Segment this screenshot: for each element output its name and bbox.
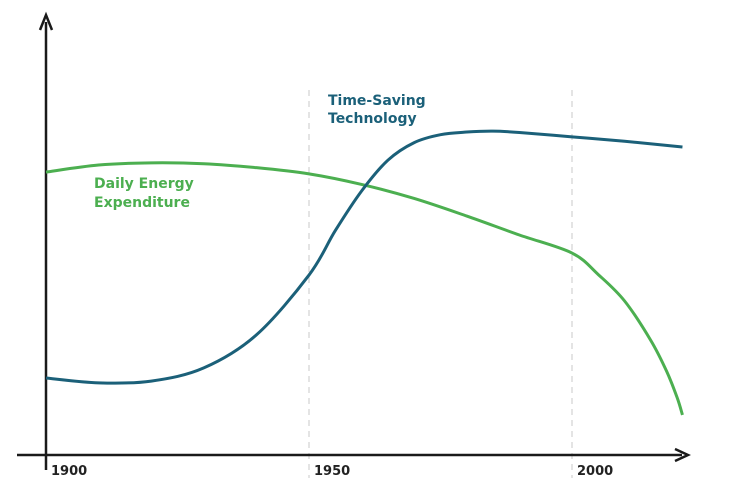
x-tick-label-1950: 1950 [314,464,350,479]
series-label-technology-2: Technology [328,111,417,127]
x-tick-label-2000: 2000 [577,464,613,479]
x-axis-arrow-icon [674,447,691,463]
series-label-energy-2: Expenditure [94,195,190,211]
x-tick-label-1900: 1900 [51,464,87,479]
series-line-time-saving-technology [45,129,683,385]
series-line-energy-expenditure [45,161,684,416]
series-label-energy-1: Daily Energy [94,176,194,192]
series-label-technology-1: Time-Saving [328,93,426,109]
gridlines [308,90,573,478]
y-axis-arrow-icon [38,11,54,31]
